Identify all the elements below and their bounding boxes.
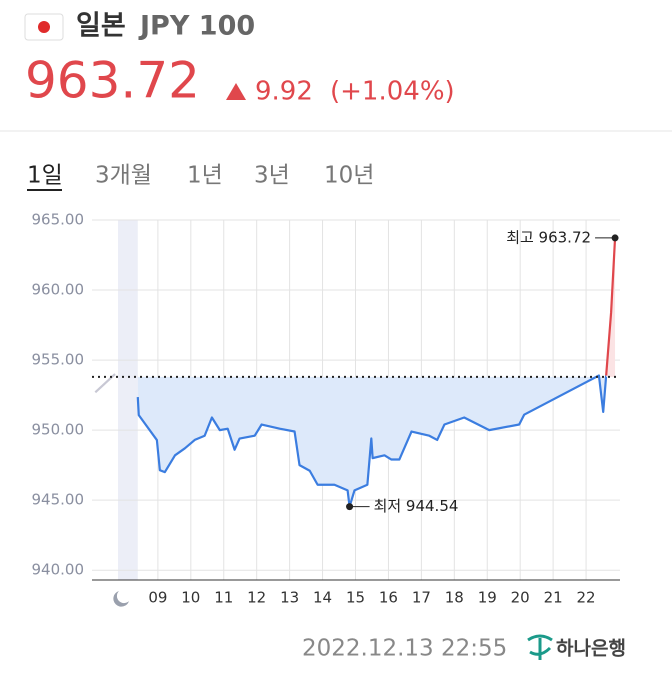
y-tick-label: 945.00 <box>32 491 85 509</box>
x-tick-label: 13 <box>280 589 299 607</box>
x-tick-label: 12 <box>247 589 266 607</box>
annotation: 최저 944.54 <box>374 497 459 515</box>
annotation: 최고 963.72 <box>506 228 591 246</box>
bank-name: 하나은행 <box>556 638 626 660</box>
up-arrow <box>226 83 246 100</box>
chart: 965.00 960.00 955.00 950.00 945.00 940.00 09 10… <box>32 211 620 607</box>
line <box>136 374 608 508</box>
x-tick-label: 20 <box>511 589 530 607</box>
x-tick-label: 19 <box>478 589 497 607</box>
x-tick-label: 21 <box>544 589 563 607</box>
y-tick-label: 960.00 <box>32 281 85 299</box>
x-tick-label: 22 <box>577 589 596 607</box>
country: 일본 <box>76 11 126 42</box>
currency: JPY 100 <box>138 11 255 42</box>
flag-sun <box>38 21 50 33</box>
change-pct: (+1.04%) <box>330 77 455 107</box>
x-tick-label: 14 <box>313 589 332 607</box>
x-tick-label: 16 <box>379 589 398 607</box>
tab[interactable]: 3개월 <box>95 163 152 189</box>
tab[interactable]: 3년 <box>254 163 290 189</box>
tab[interactable]: 1년 <box>187 163 223 189</box>
tab[interactable]: 10년 <box>324 163 374 189</box>
area <box>606 237 616 377</box>
annotation-dot <box>611 234 619 242</box>
bank-logo <box>527 634 553 660</box>
x-tick-label: 10 <box>181 589 200 607</box>
night-icon <box>113 591 129 607</box>
y-tick-label: 965.00 <box>32 211 85 229</box>
x-tick-label: 18 <box>445 589 464 607</box>
line <box>605 237 617 376</box>
y-tick-label: 955.00 <box>32 351 85 369</box>
x-tick-label: 15 <box>346 589 365 607</box>
change: 9.92 <box>255 77 313 107</box>
annotation-dot <box>346 503 354 511</box>
price: 963.72 <box>25 52 200 110</box>
night-band <box>118 220 138 580</box>
y-tick-label: 950.00 <box>32 421 85 439</box>
x-tick-label: 09 <box>148 589 167 607</box>
timestamp: 2022.12.13 22:55 <box>302 636 507 662</box>
y-tick-label: 940.00 <box>32 561 85 579</box>
tabs: 1일 3개월 1년 3년 10년 <box>27 163 374 191</box>
tab[interactable]: 1일 <box>27 163 63 189</box>
x-tick-label: 11 <box>214 589 233 607</box>
x-tick-label: 17 <box>412 589 431 607</box>
